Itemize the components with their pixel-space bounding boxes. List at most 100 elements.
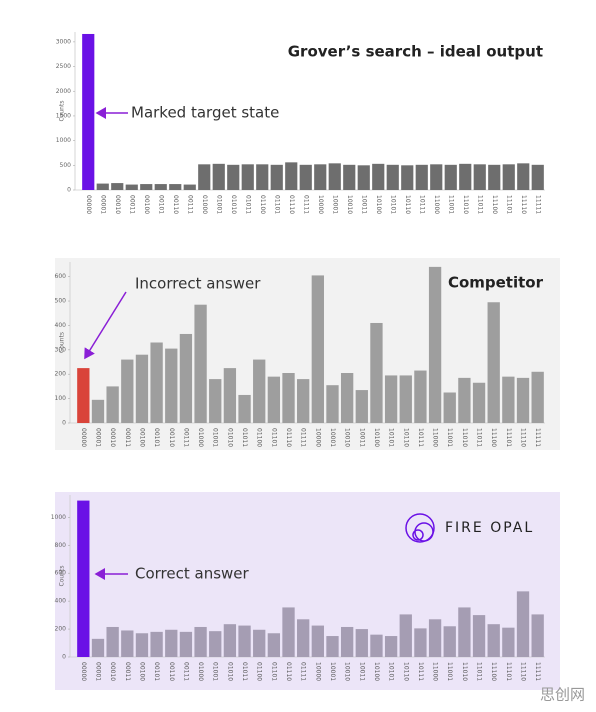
bar [282, 372, 295, 423]
annotation: Correct answer [135, 565, 250, 583]
x-tick-label: 00011 [124, 662, 131, 681]
y-tick-label: 600 [55, 570, 67, 577]
x-tick-label: 01100 [256, 428, 263, 447]
bar [355, 629, 368, 657]
x-tick-label: 10111 [417, 662, 424, 681]
x-tick-label: 10000 [314, 428, 321, 447]
watermark: 思创网 [540, 686, 585, 704]
x-tick-label: 10101 [388, 428, 395, 447]
x-tick-label: 11100 [490, 428, 497, 447]
bar [314, 164, 327, 190]
x-tick-label: 11101 [505, 428, 512, 447]
y-tick-label: 1000 [51, 514, 66, 521]
x-tick-label: 11000 [432, 428, 439, 447]
x-tick-label: 01101 [270, 428, 277, 447]
y-tick-label: 500 [55, 298, 67, 305]
x-tick-label: 11111 [534, 428, 541, 447]
bar [326, 636, 339, 657]
bar [487, 302, 500, 423]
bar [198, 164, 211, 190]
fire-opal-logo [405, 513, 435, 543]
x-tick-label: 10100 [373, 428, 380, 447]
bar [502, 627, 515, 657]
annotation: Incorrect answer [135, 275, 261, 293]
bar [285, 162, 298, 190]
x-tick-label: 00010 [109, 662, 116, 681]
bar [531, 371, 544, 423]
bar [487, 624, 500, 657]
y-tick-label: 100 [55, 395, 67, 402]
x-tick-label: 00010 [114, 195, 121, 214]
x-tick-label: 11010 [461, 662, 468, 681]
x-tick-label: 10001 [329, 662, 336, 681]
y-tick-label: 2500 [56, 63, 71, 70]
x-tick-label: 01011 [244, 195, 251, 214]
x-tick-label: 00111 [186, 195, 193, 214]
y-tick-label: 0 [62, 654, 66, 661]
bar [241, 164, 254, 190]
bar [488, 164, 501, 190]
x-tick-label: 00100 [138, 662, 145, 681]
x-tick-label: 11000 [433, 195, 440, 214]
bar [443, 626, 456, 657]
x-tick-label: 10110 [402, 428, 409, 447]
y-axis-label: Counts [59, 566, 66, 587]
x-tick-label: 01000 [197, 428, 204, 447]
x-tick-label: 01110 [285, 662, 292, 681]
x-tick-label: 00100 [143, 195, 150, 214]
bar [473, 164, 486, 190]
x-tick-label: 11110 [520, 195, 527, 214]
x-tick-label: 11000 [432, 662, 439, 681]
x-tick-label: 11001 [447, 195, 454, 214]
bar [459, 163, 472, 190]
bar [399, 614, 412, 657]
y-tick-label: 500 [60, 162, 72, 169]
bar [311, 625, 324, 657]
x-tick-label: 11110 [520, 428, 527, 447]
bar [179, 333, 193, 423]
x-tick-label: 01100 [259, 195, 266, 214]
bar [372, 163, 385, 190]
bar [401, 165, 414, 190]
chart-title: Grover’s search – ideal output [288, 43, 543, 61]
bar [91, 399, 105, 423]
x-tick-label: 01001 [212, 428, 219, 447]
bar [165, 348, 178, 423]
bar [444, 164, 457, 190]
bar [267, 633, 281, 657]
x-tick-label: 00001 [94, 662, 101, 681]
bar [209, 631, 222, 657]
y-tick-label: 0 [62, 420, 66, 427]
bar [106, 626, 119, 657]
bar [77, 368, 90, 423]
y-axis-label: Counts [59, 101, 66, 122]
bar [386, 164, 399, 190]
x-tick-label: 00000 [80, 662, 87, 681]
bar [517, 163, 530, 190]
bar [209, 379, 222, 423]
x-tick-label: 00110 [168, 428, 175, 447]
x-tick-label: 01111 [300, 662, 307, 681]
bar [357, 165, 370, 190]
bar [458, 377, 471, 423]
y-tick-label: 1500 [56, 112, 71, 119]
x-tick-label: 10011 [360, 195, 367, 214]
y-tick-label: 1000 [56, 137, 71, 144]
x-tick-label: 10111 [417, 428, 424, 447]
x-tick-label: 01010 [226, 428, 233, 447]
bar [135, 354, 149, 423]
bar [297, 379, 310, 423]
bar [414, 628, 427, 657]
bar [238, 625, 251, 657]
x-tick-label: 00110 [168, 662, 175, 681]
x-tick-label: 01000 [197, 662, 204, 681]
x-tick-label: 11100 [491, 195, 498, 214]
bar [472, 615, 486, 657]
x-tick-label: 01110 [285, 428, 292, 447]
bar [96, 183, 109, 190]
x-tick-label: 00010 [109, 428, 116, 447]
x-tick-label: 00101 [157, 195, 164, 214]
x-tick-label: 11011 [476, 428, 483, 447]
bar [516, 591, 530, 657]
x-tick-label: 11010 [461, 428, 468, 447]
